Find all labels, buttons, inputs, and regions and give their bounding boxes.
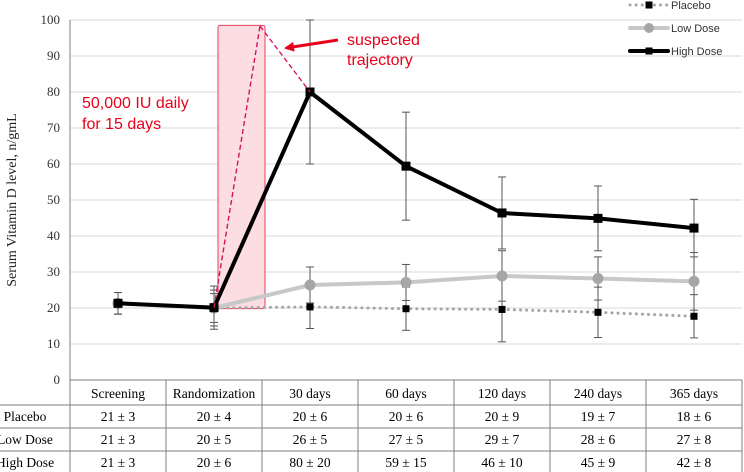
- table-cell: 27 ± 8: [677, 432, 712, 447]
- y-tick-label: 50: [47, 192, 60, 207]
- y-tick-label: 10: [47, 336, 60, 351]
- table-cell: 80 ± 20: [289, 455, 330, 470]
- y-tick-label: 60: [47, 156, 60, 171]
- table-cell: 20 ± 6: [389, 409, 424, 424]
- data-point: [402, 305, 410, 313]
- table-cell: 20 ± 6: [293, 409, 328, 424]
- data-point: [113, 298, 123, 308]
- table-cell: 46 ± 10: [481, 455, 522, 470]
- table-cell: 19 ± 7: [581, 409, 616, 424]
- table-cell: 27 ± 5: [389, 432, 424, 447]
- dose-period-highlight: [217, 24, 266, 310]
- annotation-front-layer: 50,000 IU daily for 15 days suspected traje…: [82, 25, 420, 308]
- table-cell: 18 ± 6: [677, 409, 712, 424]
- table-cell: 42 ± 8: [677, 455, 712, 470]
- table-cell: 29 ± 7: [485, 432, 520, 447]
- table-column-header: 240 days: [574, 386, 622, 401]
- legend-label: Low Dose: [671, 23, 720, 35]
- dose-annotation-text: 50,000 IU daily: [82, 95, 189, 112]
- data-point: [592, 272, 604, 284]
- legend: Placebo Low Dose High Dose: [628, 0, 722, 58]
- data-point: [690, 312, 698, 320]
- data-point: [594, 308, 602, 316]
- table-cell: 20 ± 6: [197, 455, 232, 470]
- y-tick-label: 0: [54, 372, 61, 387]
- legend-label: High Dose: [671, 46, 722, 58]
- table-column-header: 120 days: [478, 386, 526, 401]
- data-point: [304, 279, 316, 291]
- table-cell: 20 ± 4: [197, 409, 232, 424]
- table-cell: 21 ± 3: [101, 455, 136, 470]
- data-point: [401, 161, 411, 171]
- y-tick-label: 30: [47, 264, 60, 279]
- axis-layer: 0 10 20 30 40 50 60 70 80 90 100 Serum Vitamin D le…: [5, 12, 742, 387]
- legend-item: Low Dose: [628, 23, 720, 35]
- suspected-annotation-text: suspected: [347, 32, 420, 49]
- table-cell: 21 ± 3: [101, 409, 136, 424]
- legend-marker: [645, 47, 653, 55]
- legend-label: Placebo: [671, 0, 711, 12]
- table-column-header: Screening: [91, 386, 145, 401]
- table-row-label: Low Dose: [0, 432, 53, 447]
- y-tick-label: 90: [47, 48, 60, 63]
- annotation-back-layer: [217, 24, 266, 310]
- suspected-arrow: [284, 38, 339, 52]
- y-tick-label: 100: [41, 12, 61, 27]
- table-row-label: Placebo: [4, 409, 47, 424]
- legend-marker: [645, 1, 653, 9]
- table-cell: 45 ± 9: [581, 455, 616, 470]
- table-cell: 20 ± 9: [485, 409, 520, 424]
- y-tick-label: 80: [47, 84, 60, 99]
- suspected-trajectory-fall: [259, 25, 311, 93]
- table-cell: 28 ± 6: [581, 432, 616, 447]
- data-point: [496, 270, 508, 282]
- suspected-annotation-text: trajectory: [347, 52, 413, 69]
- y-tick-label: 40: [47, 228, 60, 243]
- table-row-label: High Dose: [0, 455, 54, 470]
- data-point: [400, 276, 412, 288]
- data-point: [497, 208, 507, 218]
- legend-marker: [644, 23, 654, 33]
- table-column-header: Randomization: [173, 386, 256, 401]
- table-column-header: 60 days: [385, 386, 427, 401]
- data-point: [498, 305, 506, 313]
- legend-item: Placebo: [628, 0, 711, 12]
- table-column-header: 30 days: [289, 386, 331, 401]
- dose-annotation-text: for 15 days: [82, 116, 161, 133]
- legend-item: High Dose: [628, 46, 722, 58]
- y-tick-label: 70: [47, 120, 60, 135]
- table-column-header: 365 days: [670, 386, 718, 401]
- data-point: [593, 213, 603, 223]
- table-cell: 21 ± 3: [101, 432, 136, 447]
- y-tick-label: 20: [47, 300, 60, 315]
- data-point: [689, 223, 699, 233]
- table-cell: 59 ± 15: [385, 455, 426, 470]
- data-table: Screening Randomization 30 days 60 days 120 …: [0, 380, 743, 472]
- data-point: [306, 303, 314, 311]
- y-axis-label: Serum Vitamin D level, n/gmL: [5, 113, 20, 287]
- data-point: [688, 275, 700, 287]
- table-cell: 20 ± 5: [197, 432, 232, 447]
- table-cell: 26 ± 5: [293, 432, 328, 447]
